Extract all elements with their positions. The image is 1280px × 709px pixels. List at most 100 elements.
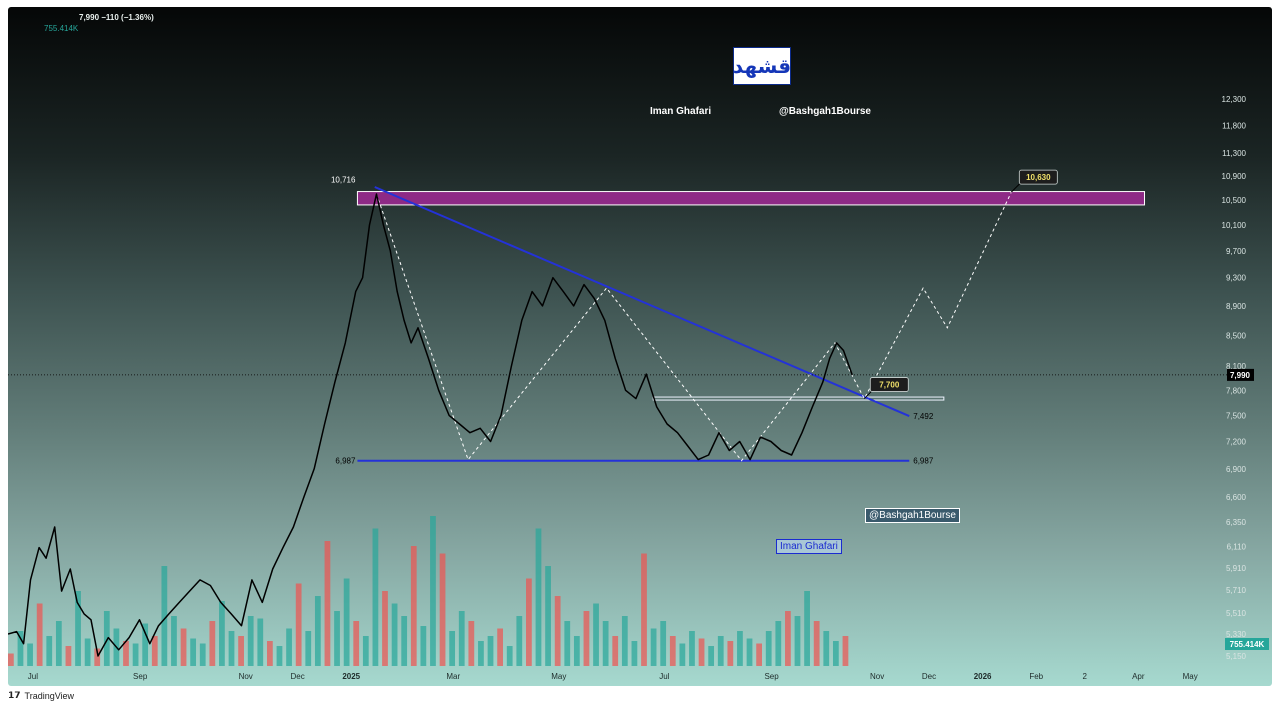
y-tick-label: 6,110 — [1227, 543, 1247, 552]
zone-top-label: 10,716 — [331, 176, 356, 185]
current-volume-tag: 755.414K — [1225, 638, 1269, 650]
symbol-logo: قشهد — [733, 47, 791, 85]
volume-bar — [765, 631, 772, 666]
volume-bar — [785, 611, 791, 666]
resistance-zone — [356, 191, 1146, 206]
volume-bar — [564, 621, 571, 666]
tradingview-branding[interactable]: 𝟭𝟳 TradingView — [8, 690, 74, 701]
volume-bar — [334, 611, 340, 666]
volume-bar — [314, 596, 321, 666]
volume-bar — [823, 631, 830, 666]
volume-bar — [679, 643, 686, 666]
x-tick-label: Jul — [659, 672, 669, 681]
x-tick-label: Dec — [922, 672, 936, 681]
volume-bar — [430, 516, 436, 666]
volume-bar — [554, 596, 561, 666]
volume-bar — [142, 623, 149, 666]
tag-10630: 10,630 — [1018, 169, 1058, 185]
volume-bar — [132, 643, 139, 666]
volume-bar — [669, 636, 676, 666]
tradingview-icon: 𝟭𝟳 — [8, 690, 21, 700]
volume-bar — [573, 636, 580, 666]
volume-bar — [391, 603, 398, 666]
tag-10630-text: 10,630 — [1026, 173, 1051, 182]
volume-bar — [410, 546, 417, 666]
volume-bar — [641, 553, 647, 666]
x-tick-label: Nov — [239, 672, 253, 681]
volume-bar — [27, 643, 33, 666]
volume-bar — [257, 618, 264, 666]
y-tick-label: 7,200 — [1226, 438, 1247, 447]
y-tick-label: 5,150 — [1226, 652, 1247, 661]
volume-bar — [103, 611, 110, 666]
volume-bar — [180, 628, 187, 666]
projection-path — [376, 191, 1012, 462]
volume-bar — [123, 641, 129, 666]
volume-bar — [612, 636, 619, 666]
volume-bar — [583, 611, 590, 666]
volume-bar — [545, 566, 551, 666]
channel-label-box: @Bashgah1Bourse — [865, 508, 960, 523]
volume-bar — [794, 616, 801, 666]
volume-bar — [151, 636, 158, 666]
volume-bar — [17, 631, 24, 666]
tag-7700-text: 7,700 — [879, 381, 900, 390]
x-tick-label: Nov — [870, 672, 884, 681]
volume-bar — [439, 553, 446, 666]
x-tick-label: 2026 — [974, 672, 992, 681]
y-tick-label: 11,800 — [1222, 121, 1246, 130]
current-volume-tag-text: 755.414K — [1230, 640, 1265, 649]
volume-bar — [832, 641, 839, 666]
volume-bar — [660, 621, 667, 666]
volume-bar — [401, 616, 408, 666]
volume-bar — [84, 638, 91, 666]
volume-bar — [727, 641, 734, 666]
x-tick-label: May — [1183, 672, 1198, 681]
volume-bar — [219, 601, 225, 666]
y-tick-label: 6,900 — [1226, 465, 1247, 474]
volume-bar — [8, 653, 14, 666]
y-tick-label: 9,300 — [1226, 274, 1247, 283]
volume-bar — [593, 603, 599, 666]
volume-bar — [420, 626, 427, 666]
volume-bar — [286, 628, 292, 666]
y-tick-label: 9,700 — [1226, 247, 1247, 256]
volume-bar — [209, 621, 216, 666]
x-tick-label: 2 — [1082, 672, 1087, 681]
y-tick-label: 5,510 — [1226, 609, 1247, 618]
current-price-tag-text: 7,990 — [1230, 371, 1251, 380]
x-tick-label: Jul — [28, 672, 38, 681]
support-right-label: 6,987 — [913, 457, 934, 466]
volume-bar — [247, 616, 254, 666]
volume-bar — [506, 646, 513, 666]
tag-10630-box — [1018, 169, 1058, 185]
volume-bar — [698, 638, 705, 666]
author-watermark: Iman Ghafari — [650, 106, 712, 117]
chart-area[interactable]: 12,300 11,800 11,300 10,900 10,500 10,100 9,70… — [8, 7, 1272, 686]
volume-bar — [717, 636, 724, 666]
volume-bar — [842, 636, 849, 666]
volume-bar — [276, 646, 283, 666]
volume-bar — [295, 583, 302, 666]
volume-bar — [343, 578, 350, 666]
x-tick-label: Dec — [290, 672, 304, 681]
volume-bar — [267, 641, 273, 666]
descending-trendline — [374, 186, 910, 417]
x-tick-label: May — [551, 672, 566, 681]
volume-bar — [382, 591, 388, 666]
chart-canvas[interactable]: 12,300 11,800 11,300 10,900 10,500 10,100 9,70… — [8, 7, 1272, 686]
volume-bar — [689, 631, 695, 666]
y-tick-label: 10,900 — [1222, 172, 1247, 181]
y-tick-label: 8,500 — [1226, 331, 1247, 340]
trendline-label: 7,492 — [913, 412, 934, 421]
volume-bar — [228, 631, 235, 666]
volume-bar — [55, 621, 62, 666]
y-tick-label: 5,330 — [1226, 630, 1247, 639]
volume-bar — [36, 603, 43, 666]
y-tick-label: 6,350 — [1226, 518, 1247, 527]
volume-bar — [353, 621, 360, 666]
volume-bar — [813, 621, 820, 666]
author-label-box: Iman Ghafari — [776, 539, 842, 554]
volume-bar — [324, 541, 331, 666]
support-left-label: 6,987 — [335, 457, 356, 466]
